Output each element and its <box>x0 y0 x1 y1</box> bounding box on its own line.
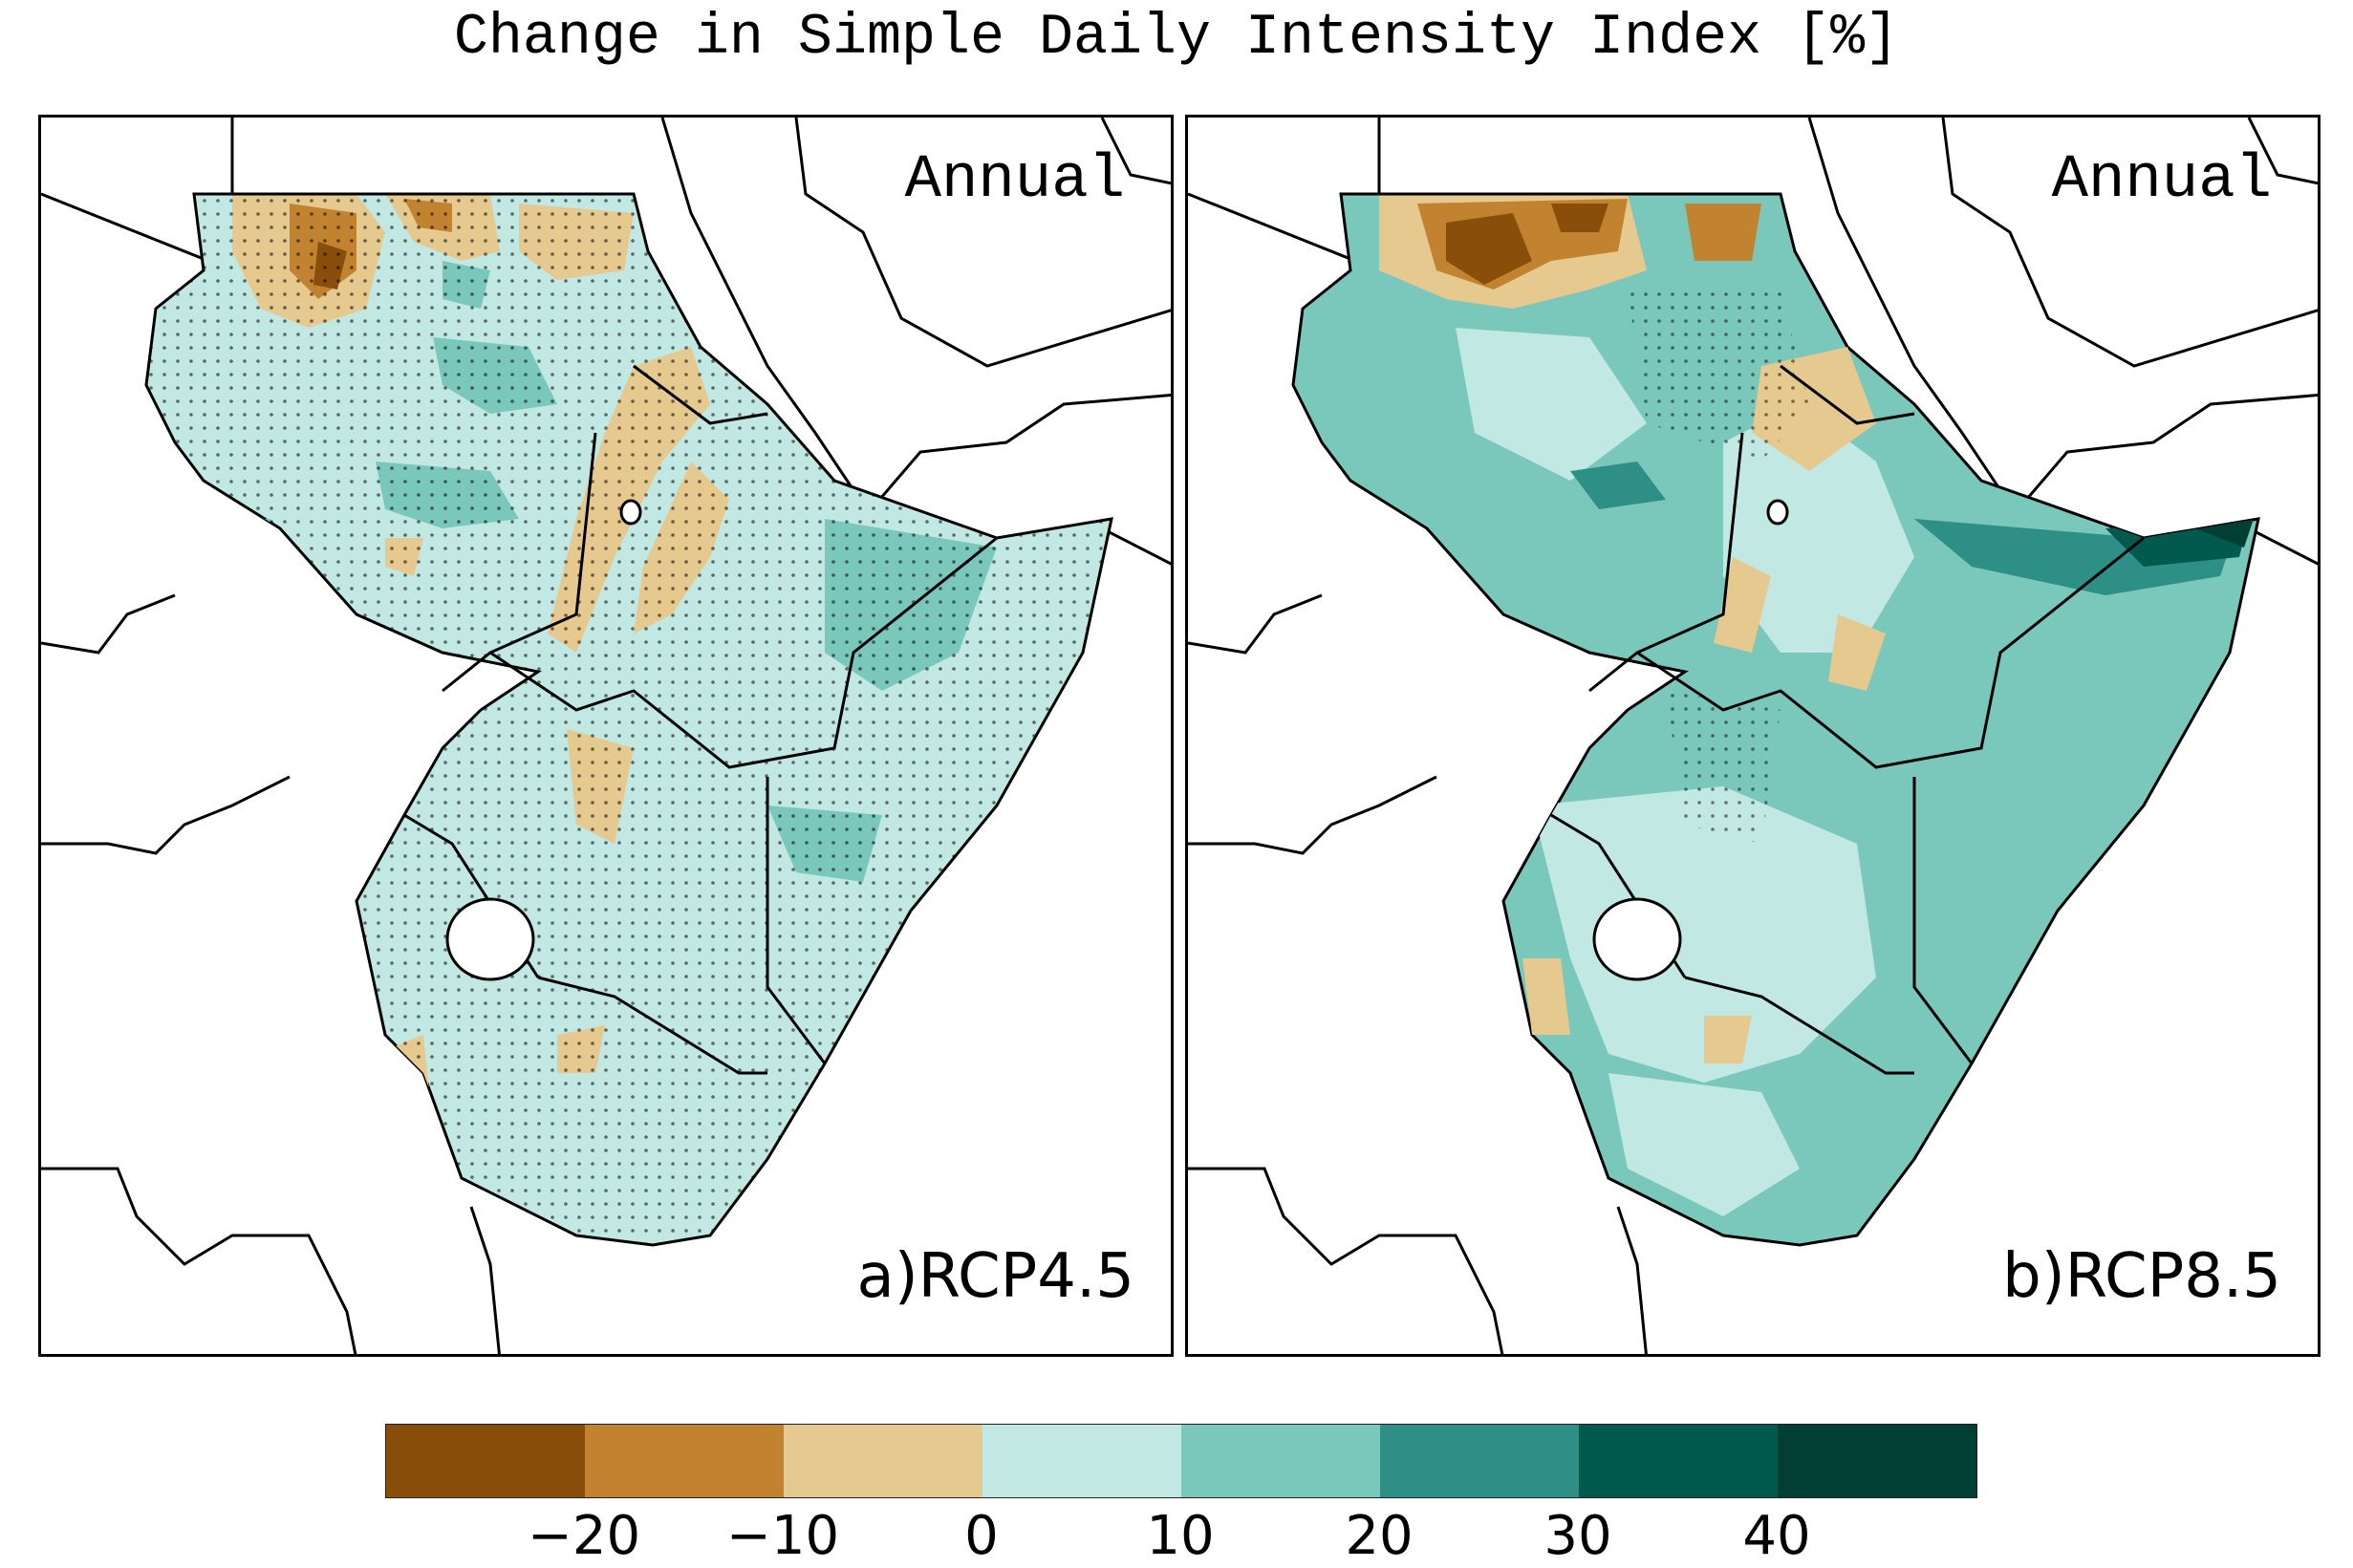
colorbar-tick-label: 40 <box>1742 1505 1811 1567</box>
map-panel-rcp85: Annual b)RCP8.5 <box>1185 115 2321 1357</box>
anomaly-field <box>1331 194 2254 1216</box>
figure-title: Change in Simple Daily Intensity Index [… <box>453 6 1900 71</box>
map-rcp45 <box>41 118 1171 1354</box>
colorbar-swatch-4 <box>1181 1425 1380 1497</box>
colorbar-swatch-0 <box>386 1425 585 1497</box>
panel-label: b)RCP8.5 <box>2002 1241 2281 1312</box>
map-panel-rcp45: Annual a)RCP4.5 <box>38 115 1174 1357</box>
colorbar-swatch-7 <box>1778 1425 1976 1497</box>
colorbar-tick-label: 30 <box>1543 1505 1612 1567</box>
colorbar <box>385 1424 1977 1498</box>
colorbar-swatch-6 <box>1579 1425 1778 1497</box>
colorbar-tick-label: −20 <box>527 1505 641 1567</box>
colorbar-swatch-3 <box>982 1425 1181 1497</box>
colorbar-swatch-1 <box>585 1425 784 1497</box>
season-label: Annual <box>2051 146 2272 215</box>
coastlines <box>1188 118 2318 1354</box>
colorbar-swatch-5 <box>1380 1425 1579 1497</box>
colorbar-tick-label: 10 <box>1146 1505 1215 1567</box>
anomaly-field <box>146 194 1112 1245</box>
colorbar-tick-label: 20 <box>1345 1505 1414 1567</box>
country-borders <box>232 192 998 1075</box>
colorbar-swatch-2 <box>784 1425 982 1497</box>
map-rcp85 <box>1188 118 2318 1354</box>
coastlines <box>41 118 1171 1354</box>
panel-label: a)RCP4.5 <box>856 1241 1134 1312</box>
country-borders <box>1379 192 2145 1075</box>
season-label: Annual <box>904 146 1125 215</box>
colorbar-tick-label: 0 <box>964 1505 999 1567</box>
colorbar-tick-label: −10 <box>725 1505 840 1567</box>
